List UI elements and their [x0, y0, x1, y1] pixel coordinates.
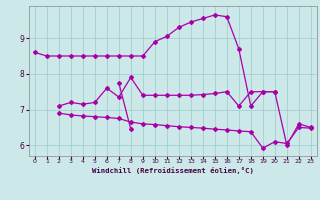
X-axis label: Windchill (Refroidissement éolien,°C): Windchill (Refroidissement éolien,°C) — [92, 167, 254, 174]
